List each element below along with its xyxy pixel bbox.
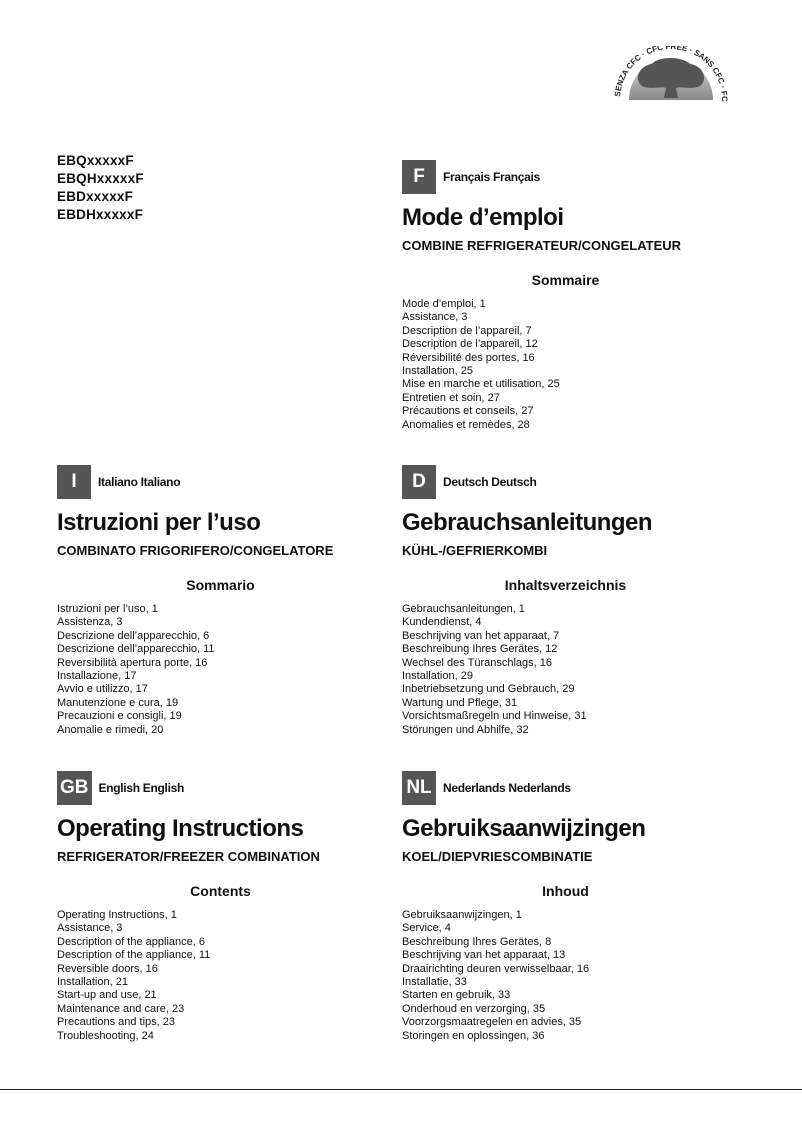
toc-item: Assistenza, 3 bbox=[57, 616, 123, 629]
section-subtitle: KOEL/DIEPVRIESCOMBINATIE bbox=[402, 849, 593, 864]
toc-item: Anomalies et remèdes, 28 bbox=[402, 418, 530, 431]
model-number: EBQxxxxxF bbox=[57, 153, 134, 168]
toc-item: Installatie, 33 bbox=[402, 976, 467, 989]
contents-heading: Inhoud bbox=[542, 883, 589, 899]
toc-item: Avvio e utilizzo, 17 bbox=[57, 683, 148, 696]
toc-item: Gebruiksaanwijzingen, 1 bbox=[402, 909, 522, 921]
model-number: EBQHxxxxxF bbox=[57, 171, 144, 186]
toc-item: Reversibilità apertura porte, 16 bbox=[57, 656, 208, 669]
toc-item: Description de l’appareil, 12 bbox=[402, 338, 538, 351]
toc-item: Reversible doors, 16 bbox=[57, 962, 158, 975]
language-name: Français Français bbox=[443, 170, 540, 184]
language-header: I Italiano Italiano bbox=[57, 465, 397, 499]
toc-item: Start-up and use, 21 bbox=[57, 989, 157, 1002]
cfc-free-tree-logo: SENZA CFC · CFC FREE · SANS CFC · FCKW F… bbox=[612, 46, 729, 102]
toc-item: Storingen en oplossingen, 36 bbox=[402, 1029, 545, 1042]
toc-item: Precautions and tips, 23 bbox=[57, 1016, 176, 1029]
section-subtitle: REFRIGERATOR/FREEZER COMBINATION bbox=[57, 849, 320, 864]
toc-item: Beschrijving van het apparaat, 13 bbox=[402, 949, 566, 962]
toc-item: Wartung und Pflege, 31 bbox=[402, 696, 518, 709]
toc-item: Maintenance and care, 23 bbox=[57, 1002, 185, 1015]
section-title: Gebrauchsanleitungen bbox=[402, 509, 653, 536]
toc-item: Installation, 25 bbox=[402, 365, 473, 378]
toc-item: Vorsichtsmaßregeln und Hinweise, 31 bbox=[402, 710, 587, 723]
toc-item: Mise en marche et utilisation, 25 bbox=[402, 378, 560, 391]
language-header: GB English English bbox=[57, 771, 397, 805]
table-of-contents: Mode d’emploi, 1 Assistance, 3 Description… bbox=[402, 298, 742, 432]
contents-heading: Contents bbox=[190, 883, 251, 899]
language-section-f: F Français Français Mode d’emploi COMBIN… bbox=[402, 160, 742, 432]
language-name: Deutsch Deutsch bbox=[443, 475, 537, 489]
toc-item: Inbetriebsetzung und Gebrauch, 29 bbox=[402, 683, 575, 696]
language-header: NL Nederlands Nederlands bbox=[402, 771, 742, 805]
toc-item: Entretien et soin, 27 bbox=[402, 391, 500, 404]
section-subtitle: KÜHL-/GEFRIERKOMBI bbox=[402, 543, 548, 558]
toc-item: Operating Instructions, 1 bbox=[57, 909, 177, 921]
model-list: EBQxxxxxF EBQHxxxxxF EBDxxxxxF EBDHxxxxx… bbox=[57, 152, 144, 224]
toc-item: Kundendienst, 4 bbox=[402, 616, 482, 629]
bottom-divider bbox=[0, 1089, 802, 1090]
toc-item: Gebrauchsanleitungen, 1 bbox=[402, 603, 525, 615]
table-of-contents: Gebrauchsanleitungen, 1 Kundendienst, 4 Be… bbox=[402, 603, 742, 737]
toc-item: Assistance, 3 bbox=[402, 311, 468, 324]
toc-item: Assistance, 3 bbox=[57, 922, 123, 935]
section-subtitle: COMBINE REFRIGERATEUR/CONGELATEUR bbox=[402, 238, 682, 253]
language-code-badge: D bbox=[402, 465, 436, 499]
language-section-i: I Italiano Italiano Istruzioni per l’uso… bbox=[57, 465, 397, 737]
table-of-contents: Operating Instructions, 1 Assistance, 3 De… bbox=[57, 909, 397, 1043]
model-number: EBDHxxxxxF bbox=[57, 207, 144, 222]
language-code-badge: NL bbox=[402, 771, 436, 805]
toc-item: Service, 4 bbox=[402, 922, 451, 935]
toc-item: Installazione, 17 bbox=[57, 670, 137, 683]
language-name: English English bbox=[98, 781, 185, 795]
language-section-nl: NL Nederlands Nederlands Gebruiksaanwijz… bbox=[402, 771, 742, 1043]
table-of-contents: Istruzioni per l’uso, 1 Assistenza, 3 Desc… bbox=[57, 603, 397, 737]
toc-item: Draairichting deuren verwisselbaar, 16 bbox=[402, 962, 590, 975]
toc-item: Description de l’appareil, 7 bbox=[402, 324, 532, 337]
toc-item: Voorzorgsmaatregelen en advies, 35 bbox=[402, 1016, 582, 1029]
section-title: Operating Instructions bbox=[57, 815, 304, 842]
language-code-badge: GB bbox=[57, 771, 92, 805]
section-title: Istruzioni per l’uso bbox=[57, 509, 261, 536]
toc-item: Wechsel des Türanschlags, 16 bbox=[402, 656, 553, 669]
language-name: Italiano Italiano bbox=[98, 475, 181, 489]
toc-item: Installation, 21 bbox=[57, 976, 128, 989]
language-name: Nederlands Nederlands bbox=[443, 781, 571, 795]
toc-item: Troubleshooting, 24 bbox=[57, 1029, 154, 1042]
language-section-gb: GB English English Operating Instruction… bbox=[57, 771, 397, 1043]
toc-item: Précautions et conseils, 27 bbox=[402, 405, 534, 418]
section-subtitle: COMBINATO FRIGORIFERO/CONGELATORE bbox=[57, 543, 334, 558]
model-number: EBDxxxxxF bbox=[57, 189, 134, 204]
table-of-contents: Gebruiksaanwijzingen, 1 Service, 4 Beschre… bbox=[402, 909, 742, 1043]
language-header: D Deutsch Deutsch bbox=[402, 465, 742, 499]
toc-item: Beschrijving van het apparaat, 7 bbox=[402, 629, 560, 642]
language-section-d: D Deutsch Deutsch Gebrauchsanleitungen K… bbox=[402, 465, 742, 737]
contents-heading: Sommaire bbox=[531, 272, 600, 288]
contents-heading: Inhaltsverzeichnis bbox=[504, 577, 627, 593]
toc-item: Réversibilité des portes, 16 bbox=[402, 351, 535, 364]
toc-item: Störungen und Abhilfe, 32 bbox=[402, 723, 529, 736]
toc-item: Mode d’emploi, 1 bbox=[402, 298, 486, 310]
toc-item: Installation, 29 bbox=[402, 670, 473, 683]
toc-item: Onderhoud en verzorging, 35 bbox=[402, 1002, 546, 1015]
toc-item: Descrizione dell’apparecchio, 11 bbox=[57, 643, 215, 656]
toc-item: Description of the appliance, 6 bbox=[57, 935, 205, 948]
toc-item: Anomalie e rimedi, 20 bbox=[57, 723, 164, 736]
toc-item: Beschreibung Ihres Gerätes, 12 bbox=[402, 643, 558, 656]
toc-item: Precauzioni e consigli, 19 bbox=[57, 710, 182, 723]
toc-item: Description of the appliance, 11 bbox=[57, 949, 211, 962]
toc-item: Istruzioni per l’uso, 1 bbox=[57, 603, 158, 615]
toc-item: Descrizione dell’apparecchio, 6 bbox=[57, 629, 210, 642]
toc-item: Starten en gebruik, 33 bbox=[402, 989, 511, 1002]
language-header: F Français Français bbox=[402, 160, 742, 194]
section-title: Mode d’emploi bbox=[402, 204, 564, 231]
language-code-badge: F bbox=[402, 160, 436, 194]
contents-heading: Sommario bbox=[186, 577, 255, 593]
toc-item: Beschreibung Ihres Gerätes, 8 bbox=[402, 935, 552, 948]
language-code-badge: I bbox=[57, 465, 91, 499]
section-title: Gebruiksaanwijzingen bbox=[402, 815, 646, 842]
toc-item: Manutenzione e cura, 19 bbox=[57, 696, 179, 709]
